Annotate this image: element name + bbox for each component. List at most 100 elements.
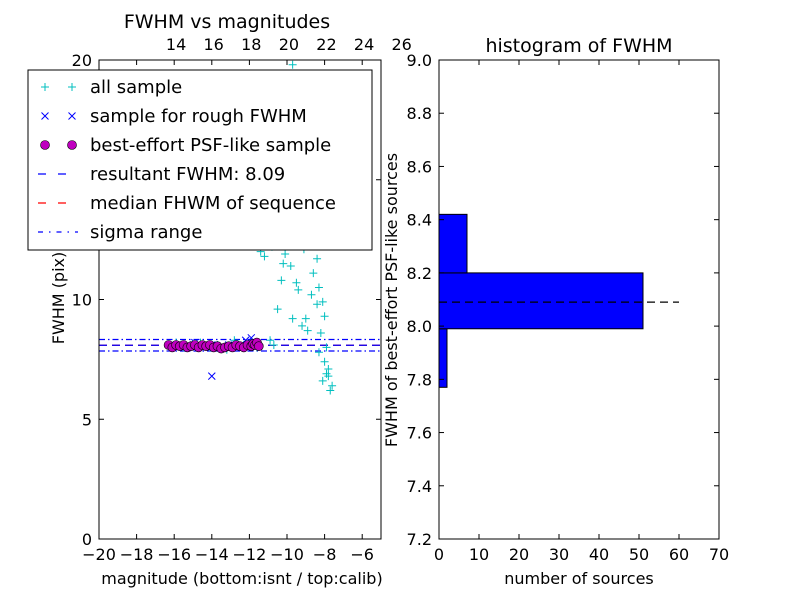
x-tick-label: 20 bbox=[509, 545, 529, 564]
top-tick-label: 26 bbox=[392, 35, 412, 54]
x-tick-label: 50 bbox=[629, 545, 649, 564]
all-sample-point bbox=[314, 348, 323, 357]
all-sample-point bbox=[281, 249, 290, 258]
histogram-bar bbox=[438, 213, 468, 274]
all-sample-point bbox=[273, 305, 282, 314]
all-sample-point bbox=[324, 364, 333, 373]
scatter-x-label: magnitude (bottom:isnt / top:calib) bbox=[101, 569, 382, 588]
y-tick-label: 7.8 bbox=[407, 370, 432, 389]
all-sample-point bbox=[322, 343, 331, 352]
y-tick-label: 20 bbox=[72, 51, 92, 70]
y-tick-label: 7.4 bbox=[407, 477, 432, 496]
legend-circle-marker bbox=[40, 140, 50, 150]
legend-label-rough-sample: sample for rough FWHM bbox=[90, 106, 307, 127]
all-sample-point bbox=[320, 357, 329, 366]
legend-x-marker bbox=[41, 112, 49, 120]
histogram-panel: histogram of FWHM 0 10 20 30 40 50 60 70 7.2 7.4… bbox=[382, 35, 729, 588]
y-tick-label: 10 bbox=[72, 291, 92, 310]
top-tick-label: 18 bbox=[241, 35, 261, 54]
scatter-title: FWHM vs magnitudes bbox=[124, 11, 330, 33]
y-tick-label: 7.2 bbox=[407, 530, 432, 549]
all-sample-point bbox=[260, 252, 269, 261]
legend-plus-marker bbox=[68, 83, 76, 91]
all-sample-point bbox=[269, 341, 278, 350]
x-tick-label: 30 bbox=[549, 545, 569, 564]
rough-sample-point bbox=[207, 372, 216, 380]
all-sample-point bbox=[309, 269, 318, 278]
legend-label-sigma-range: sigma range bbox=[90, 222, 202, 243]
legend-label-resultant-fwhm: resultant FWHM: 8.09 bbox=[90, 164, 285, 185]
histogram-title: histogram of FWHM bbox=[485, 35, 672, 57]
y-tick-label: 8.4 bbox=[407, 211, 432, 230]
all-sample-point bbox=[286, 261, 295, 270]
all-sample-point bbox=[313, 254, 322, 263]
x-tick-label: 0 bbox=[434, 545, 444, 564]
all-sample-point bbox=[301, 314, 310, 323]
all-sample-point bbox=[326, 386, 335, 395]
legend-box bbox=[27, 69, 373, 251]
x-tick-label: −14 bbox=[195, 545, 229, 564]
top-tick-label: 16 bbox=[204, 35, 224, 54]
top-tick-label: 20 bbox=[279, 35, 299, 54]
top-tick-label: 22 bbox=[316, 35, 336, 54]
legend: all sample sample for rough FWHM best-ef… bbox=[27, 69, 373, 251]
all-sample-point bbox=[303, 326, 312, 335]
all-sample-point bbox=[318, 376, 327, 385]
legend-circle-marker bbox=[67, 140, 77, 150]
y-tick-label: 0 bbox=[82, 530, 92, 549]
y-tick-label: 8.0 bbox=[407, 317, 432, 336]
all-sample-point bbox=[292, 278, 301, 287]
all-sample-point bbox=[288, 60, 297, 69]
legend-label-all-sample: all sample bbox=[90, 77, 182, 98]
x-tick-label: 40 bbox=[589, 545, 609, 564]
x-tick-label: −12 bbox=[233, 545, 267, 564]
top-tick-label: 14 bbox=[166, 35, 186, 54]
y-tick-label: 7.6 bbox=[407, 424, 432, 443]
all-sample-point bbox=[279, 259, 288, 268]
histogram-x-label: number of sources bbox=[504, 569, 654, 588]
y-tick-label: 5 bbox=[82, 410, 92, 429]
histogram-y-ticks: 7.2 7.4 7.6 7.8 8.0 8.2 8.4 8.6 8.8 9.0 bbox=[407, 51, 719, 549]
scatter-marks bbox=[99, 60, 381, 395]
all-sample-point bbox=[298, 321, 307, 330]
scatter-x-ticks: −20 −18 −16 −14 −12 −10 −8 −6 bbox=[82, 60, 374, 564]
y-tick-label: 8.8 bbox=[407, 104, 432, 123]
all-sample-point bbox=[294, 285, 303, 294]
legend-plus-marker bbox=[41, 83, 49, 91]
x-tick-label: 60 bbox=[669, 545, 689, 564]
histogram-x-ticks: 0 10 20 30 40 50 60 70 bbox=[434, 60, 729, 564]
histogram-bar bbox=[438, 328, 448, 388]
all-sample-point bbox=[307, 290, 316, 299]
all-sample-point bbox=[313, 300, 322, 309]
all-sample-point bbox=[288, 314, 297, 323]
x-tick-label: −16 bbox=[157, 545, 191, 564]
y-tick-label: 8.6 bbox=[407, 157, 432, 176]
x-tick-label: 10 bbox=[469, 545, 489, 564]
all-sample-point bbox=[316, 329, 325, 338]
legend-markers bbox=[38, 83, 78, 233]
legend-label-psf-sample: best-effort PSF-like sample bbox=[90, 135, 331, 156]
x-tick-label: −10 bbox=[270, 545, 304, 564]
histogram-bar bbox=[438, 272, 644, 330]
x-tick-label: −6 bbox=[350, 545, 374, 564]
y-tick-label: 9.0 bbox=[407, 51, 432, 70]
legend-x-marker bbox=[68, 112, 76, 120]
scatter-y-label: FWHM (pix) bbox=[49, 252, 68, 345]
scatter-panel: FWHM vs magnitudes −20 −18 −16 −14 −12 −10 −8−… bbox=[27, 11, 412, 588]
histogram-y-label: FWHM of best-effort PSF-like sources bbox=[382, 153, 401, 447]
histogram-axes-frame bbox=[438, 59, 720, 540]
all-sample-point bbox=[318, 297, 327, 306]
y-tick-label: 8.2 bbox=[407, 264, 432, 283]
x-tick-label: 70 bbox=[709, 545, 729, 564]
histogram-marks bbox=[438, 213, 679, 388]
legend-label-median-fwhm: median FHWM of sequence bbox=[90, 193, 336, 214]
top-tick-label: 24 bbox=[354, 35, 374, 54]
all-sample-point bbox=[277, 276, 286, 285]
x-tick-label: −8 bbox=[313, 545, 337, 564]
all-sample-point bbox=[322, 369, 331, 378]
all-sample-point bbox=[266, 336, 275, 345]
all-sample-point bbox=[314, 283, 323, 292]
all-sample-point bbox=[320, 312, 329, 321]
x-tick-label: −20 bbox=[82, 545, 116, 564]
